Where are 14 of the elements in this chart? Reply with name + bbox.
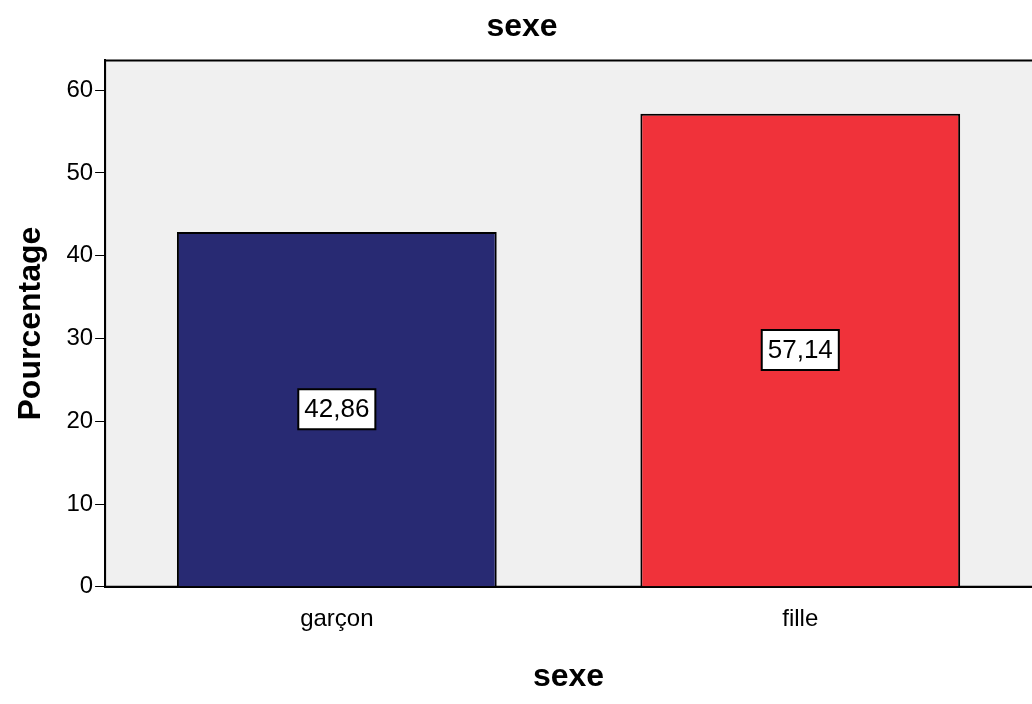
y-tick-label: 20: [66, 405, 94, 433]
y-tick-label: 10: [66, 488, 94, 516]
y-tick-label: 40: [66, 240, 94, 268]
y-tick-label: 60: [66, 74, 94, 102]
y-axis-title: Pourcentage: [11, 226, 48, 421]
x-axis-title: sexe: [532, 656, 605, 693]
data-label: 42,86: [304, 393, 370, 424]
x-tick-label: garçon: [300, 603, 374, 631]
data-label: 57,14: [767, 334, 833, 365]
y-tick-label: 50: [66, 157, 94, 185]
chart-title: sexe: [486, 7, 558, 44]
y-tick-label: 0: [79, 571, 94, 599]
x-tick-label: fille: [782, 603, 819, 631]
y-tick-label: 30: [66, 323, 94, 351]
